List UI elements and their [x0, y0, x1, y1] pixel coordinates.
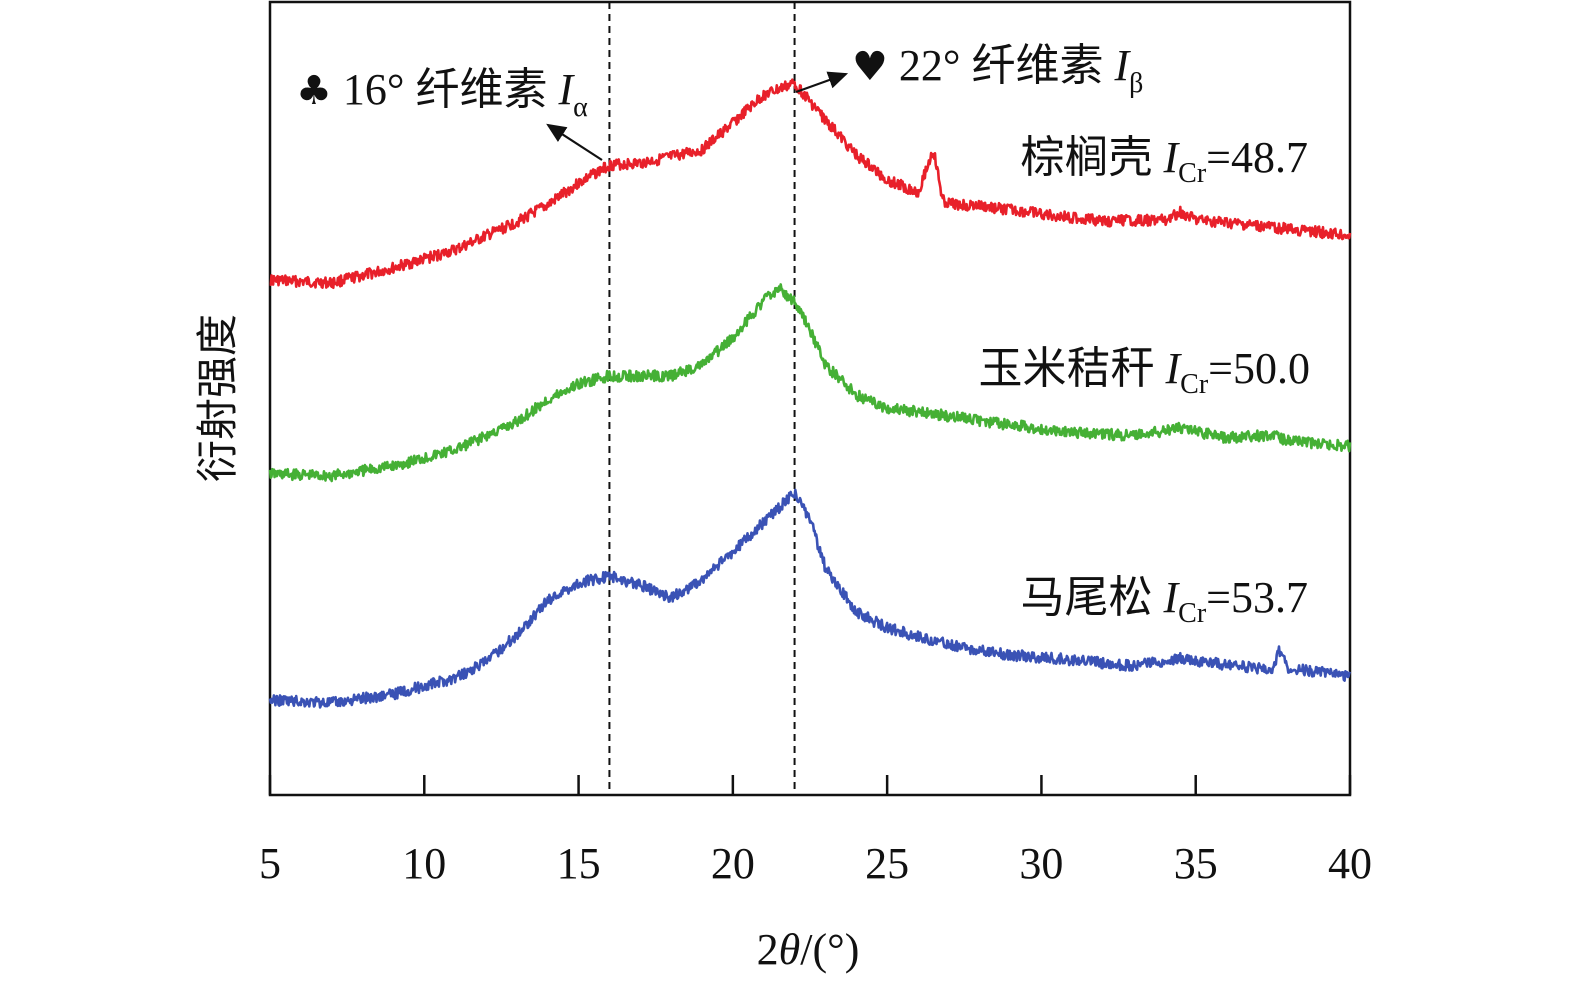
series-line-1: [268, 283, 1352, 483]
series-label-1: 玉米秸秆 ICr=50.0: [979, 344, 1310, 400]
x-tick-label-7: 40: [1328, 839, 1372, 888]
series-label-2: 马尾松 ICr=53.7: [1021, 573, 1308, 629]
reference-lines: [608, 2, 796, 795]
series-line-2: [268, 488, 1352, 709]
annotation-label-0: ♣ 16° 纤维素 Iα: [296, 65, 588, 123]
series-curves: [268, 78, 1352, 709]
plot-frame: [268, 0, 1352, 797]
x-tick-label-3: 20: [711, 839, 755, 888]
series-line-0: [269, 78, 1352, 290]
x-axis-ticks: [268, 775, 1352, 795]
series-labels: 棕榈壳 ICr=48.7 玉米秸秆 ICr=50.0 马尾松 ICr=53.7: [979, 133, 1310, 629]
annotation-arrow-1: [795, 71, 849, 94]
x-tick-label-6: 35: [1174, 839, 1218, 888]
series-label-0: 棕榈壳 ICr=48.7: [1021, 133, 1308, 189]
x-tick-label-0: 5: [259, 839, 281, 888]
x-axis-tick-labels: 5 10 15 20 25 30 35 40: [259, 839, 1372, 888]
annotation-arrow-0: [546, 123, 603, 161]
peak-annotations: ♣ 16° 纤维素 Iα ♥ 22° 纤维素 Iβ: [296, 41, 1143, 161]
x-tick-label-5: 30: [1019, 839, 1063, 888]
y-axis-title: 衍射强度: [196, 314, 242, 482]
x-tick-label-4: 25: [865, 839, 909, 888]
x-axis-title: 2θ/(°): [757, 925, 860, 974]
x-tick-label-1: 10: [402, 839, 446, 888]
x-tick-label-2: 15: [557, 839, 601, 888]
annotation-label-1: ♥ 22° 纤维素 Iβ: [852, 41, 1143, 99]
